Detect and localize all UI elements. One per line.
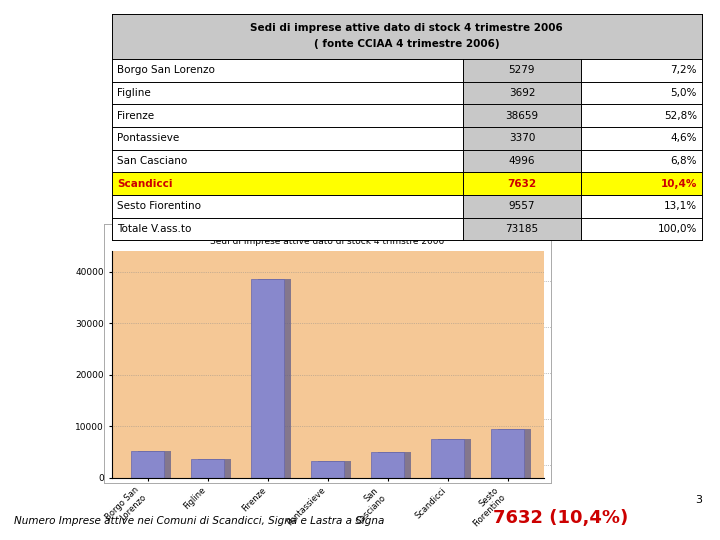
Bar — [438, 438, 472, 478]
Text: fonte CCIAA: fonte CCIAA — [300, 258, 355, 267]
Text: Figline: Figline — [117, 88, 151, 98]
Text: 13,1%: 13,1% — [664, 201, 697, 211]
Text: 4,6%: 4,6% — [670, 133, 697, 143]
Text: 7632 (10,4%): 7632 (10,4%) — [493, 509, 629, 526]
Bar — [251, 279, 284, 478]
Text: 52,8%: 52,8% — [664, 111, 697, 120]
Bar — [431, 438, 464, 478]
Text: Sesto Fiorentino: Sesto Fiorentino — [117, 201, 202, 211]
Text: Scandicci: Scandicci — [117, 179, 173, 188]
Text: 100,0%: 100,0% — [657, 224, 697, 234]
Text: Pontassieve: Pontassieve — [117, 133, 179, 143]
Bar — [198, 459, 231, 478]
Bar — [191, 459, 224, 478]
Bar — [311, 461, 344, 478]
Text: 73185: 73185 — [505, 224, 539, 234]
Bar — [371, 452, 404, 478]
Text: Totale V.ass.to: Totale V.ass.to — [117, 224, 192, 234]
Text: 9557: 9557 — [508, 201, 535, 211]
Text: 4996: 4996 — [508, 156, 535, 166]
Text: 6,8%: 6,8% — [670, 156, 697, 166]
Text: 38659: 38659 — [505, 111, 539, 120]
Bar — [258, 279, 292, 478]
Text: Firenze: Firenze — [117, 111, 155, 120]
Text: ( fonte CCIAA 4 trimestre 2006): ( fonte CCIAA 4 trimestre 2006) — [314, 39, 500, 49]
Text: 7,2%: 7,2% — [670, 65, 697, 75]
Text: 3692: 3692 — [508, 88, 535, 98]
Bar — [138, 451, 171, 478]
Text: 5279: 5279 — [508, 65, 535, 75]
Text: 7632: 7632 — [508, 179, 536, 188]
Text: Numero Imprese attive nei Comuni di Scandicci, Signa e Lastra a Signa: Numero Imprese attive nei Comuni di Scan… — [14, 516, 384, 526]
Bar — [131, 451, 164, 478]
Bar — [491, 429, 524, 478]
Bar — [318, 461, 351, 478]
Text: 5,0%: 5,0% — [670, 88, 697, 98]
Text: San Casciano: San Casciano — [117, 156, 188, 166]
Text: 10,4%: 10,4% — [660, 179, 697, 188]
Text: 3: 3 — [695, 495, 702, 505]
Bar — [498, 429, 531, 478]
Text: Borgo San Lorenzo: Borgo San Lorenzo — [117, 65, 215, 75]
Text: Sedi di imprese attive dato di stock 4 trimestre 2006: Sedi di imprese attive dato di stock 4 t… — [251, 23, 563, 33]
Bar — [378, 452, 411, 478]
Text: Sedi di imprese attive dato di stock 4 trimstre 2006: Sedi di imprese attive dato di stock 4 t… — [210, 237, 445, 246]
Text: 3370: 3370 — [509, 133, 535, 143]
